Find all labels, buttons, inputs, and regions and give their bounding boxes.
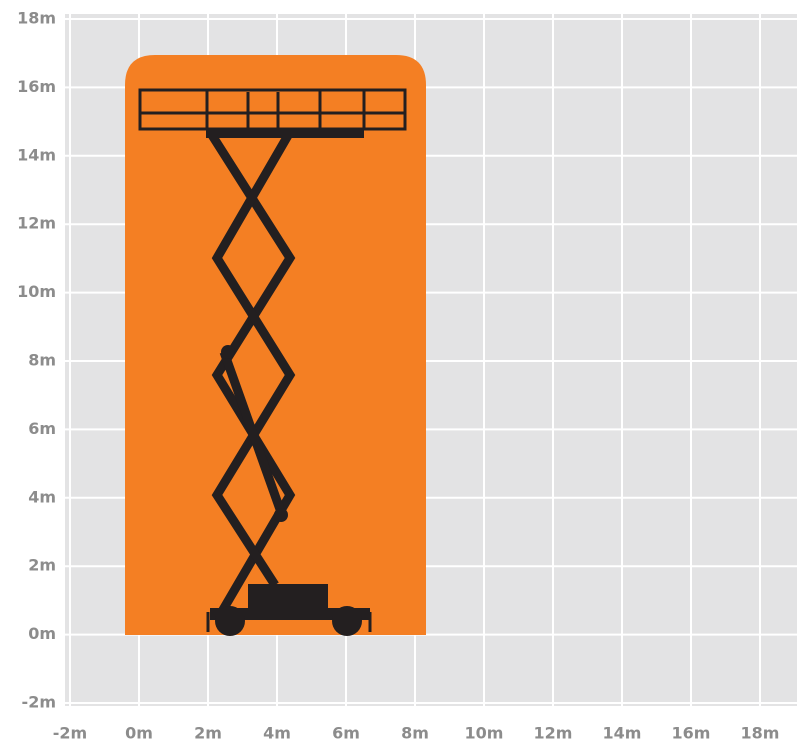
y-tick-label: -2m — [22, 693, 56, 712]
y-tick-label: 18m — [17, 9, 56, 28]
platform-deck — [206, 128, 364, 138]
y-tick-label: 0m — [28, 624, 56, 643]
y-tick-label: 6m — [28, 419, 56, 438]
x-tick-label: 16m — [672, 724, 711, 743]
y-tick-label: 14m — [17, 145, 56, 164]
cylinder-joint — [274, 508, 288, 522]
x-tick-label: 2m — [194, 724, 222, 743]
x-tick-label: 8m — [401, 724, 429, 743]
x-tick-label: 12m — [534, 724, 573, 743]
y-tick-label: 8m — [28, 351, 56, 370]
x-tick-label: -2m — [53, 724, 87, 743]
y-tick-label: 4m — [28, 487, 56, 506]
platform-rails — [138, 88, 407, 131]
scissor-lift — [138, 88, 407, 636]
wheel — [332, 606, 362, 636]
y-tick-label: 12m — [17, 214, 56, 233]
wheel — [215, 606, 245, 636]
chassis — [210, 608, 370, 620]
x-tick-label: 6m — [332, 724, 360, 743]
x-tick-label: 4m — [263, 724, 291, 743]
x-tick-label: 0m — [125, 724, 153, 743]
cylinder-joint — [221, 345, 235, 359]
lift-cylinder — [219, 350, 287, 517]
x-tick-label: 14m — [603, 724, 642, 743]
x-tick-label: 18m — [741, 724, 780, 743]
y-tick-label: 2m — [28, 556, 56, 575]
y-tick-label: 16m — [17, 77, 56, 96]
x-tick-label: 10m — [465, 724, 504, 743]
scissor-arm — [211, 129, 296, 588]
y-tick-label: 10m — [17, 282, 56, 301]
scissor-arm — [206, 129, 296, 623]
